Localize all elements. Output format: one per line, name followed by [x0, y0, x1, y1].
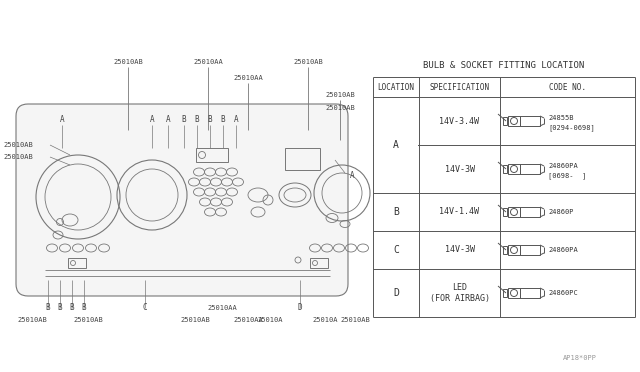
Text: A: A: [393, 140, 399, 150]
Bar: [520, 116, 540, 126]
Text: B: B: [195, 115, 199, 125]
Text: A: A: [150, 115, 154, 125]
Text: 24860P: 24860P: [548, 209, 573, 215]
Text: 25010AB: 25010AB: [340, 317, 370, 323]
Bar: [508, 164, 520, 174]
Text: C: C: [393, 245, 399, 255]
Text: B: B: [70, 304, 74, 312]
Text: C: C: [143, 304, 147, 312]
Bar: [285, 148, 320, 170]
Text: [0698-  ]: [0698- ]: [548, 173, 586, 179]
Text: 25010AB: 25010AB: [113, 59, 143, 65]
Text: AP18*0PP: AP18*0PP: [563, 355, 597, 361]
Bar: [503, 289, 507, 297]
Text: A: A: [349, 170, 355, 180]
Text: 25010AB: 25010AB: [180, 317, 210, 323]
Bar: [503, 208, 507, 216]
Text: A: A: [166, 115, 170, 125]
Text: 25010A: 25010A: [257, 317, 283, 323]
Text: D: D: [298, 304, 302, 312]
Text: A: A: [60, 115, 64, 125]
Text: 25010AB: 25010AB: [3, 154, 33, 160]
Bar: [508, 245, 520, 255]
Bar: [508, 207, 520, 217]
Text: 25010AB: 25010AB: [17, 317, 47, 323]
Text: 14V-1.4W: 14V-1.4W: [440, 208, 479, 217]
Text: LOCATION: LOCATION: [378, 83, 415, 92]
Text: 14V-3W: 14V-3W: [445, 246, 474, 254]
Text: A: A: [234, 115, 238, 125]
Text: 25010AA: 25010AA: [207, 305, 237, 311]
Text: 25010AA: 25010AA: [193, 59, 223, 65]
Text: 25010AB: 25010AB: [3, 142, 33, 148]
Text: 25010AB: 25010AB: [325, 105, 355, 111]
Text: 24860PA: 24860PA: [548, 163, 578, 169]
Bar: [520, 164, 540, 174]
Text: BULB & SOCKET FITTING LOCATION: BULB & SOCKET FITTING LOCATION: [424, 61, 584, 70]
Bar: [196, 148, 228, 162]
Text: B: B: [208, 115, 212, 125]
Text: 25010AA: 25010AA: [233, 75, 263, 81]
Text: 14V-3.4W: 14V-3.4W: [440, 116, 479, 125]
Text: 14V-3W: 14V-3W: [445, 164, 474, 173]
Bar: [310, 258, 328, 268]
FancyBboxPatch shape: [16, 104, 348, 296]
Text: SPECIFICATION: SPECIFICATION: [429, 83, 490, 92]
Text: B: B: [82, 304, 86, 312]
Text: 25010AB: 25010AB: [293, 59, 323, 65]
Bar: [508, 288, 520, 298]
Bar: [520, 288, 540, 298]
Text: B: B: [58, 304, 62, 312]
Bar: [503, 117, 507, 125]
Text: D: D: [393, 288, 399, 298]
Text: B: B: [221, 115, 225, 125]
Text: LED
(FOR AIRBAG): LED (FOR AIRBAG): [429, 283, 490, 303]
Text: B: B: [45, 304, 51, 312]
Bar: [68, 258, 86, 268]
Text: 25010AB: 25010AB: [73, 317, 103, 323]
Text: 25010A: 25010A: [312, 317, 338, 323]
Text: 25010AB: 25010AB: [325, 92, 355, 98]
Bar: [520, 245, 540, 255]
Text: 24860PC: 24860PC: [548, 290, 578, 296]
Text: CODE NO.: CODE NO.: [549, 83, 586, 92]
Text: B: B: [393, 207, 399, 217]
Bar: [520, 207, 540, 217]
Text: 25010AA: 25010AA: [233, 317, 263, 323]
Bar: [503, 165, 507, 173]
Text: 24855B: 24855B: [548, 115, 573, 121]
Text: 24860PA: 24860PA: [548, 247, 578, 253]
Text: B: B: [182, 115, 186, 125]
Text: [0294-0698]: [0294-0698]: [548, 125, 595, 131]
Bar: [503, 246, 507, 254]
Bar: [508, 116, 520, 126]
